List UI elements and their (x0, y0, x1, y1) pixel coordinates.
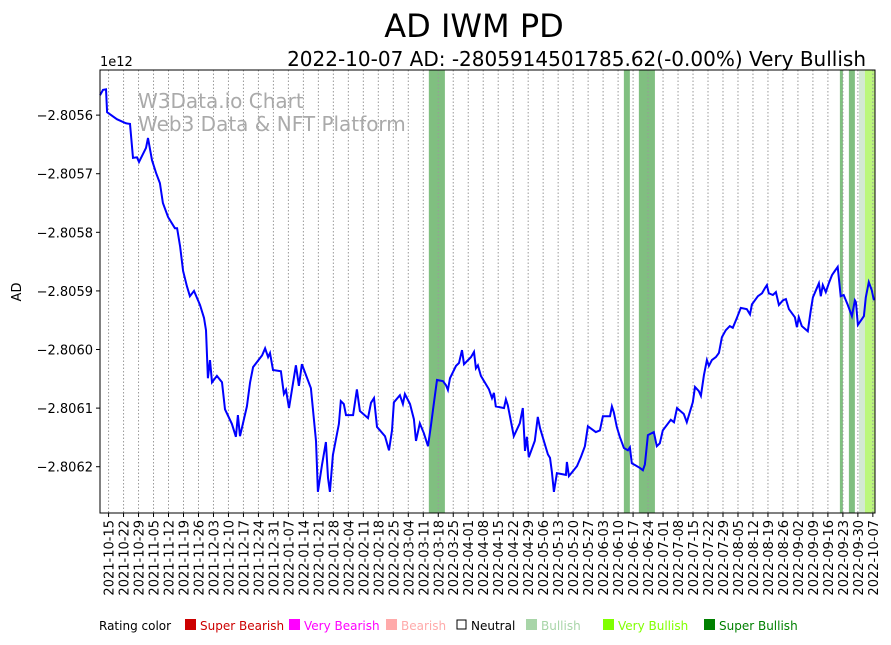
y-tick-label: −2.8060 (37, 344, 93, 359)
legend-label: Neutral (471, 619, 515, 633)
x-tick-label: 2022-01-28 (327, 520, 342, 596)
watermark-line-1: W3Data.io Chart (138, 89, 304, 113)
x-tick-label: 2021-12-17 (237, 520, 252, 596)
x-tick-label: 2022-05-27 (582, 520, 597, 596)
legend-title: Rating color (99, 619, 171, 633)
x-tick-label: 2022-04-29 (522, 520, 537, 596)
x-tick-label: 2022-09-23 (837, 520, 852, 596)
legend-label: Bullish (541, 619, 581, 633)
x-tick-label: 2022-07-22 (702, 520, 717, 596)
x-tick-label: 2022-02-04 (342, 520, 357, 596)
rating-band (839, 70, 843, 513)
x-tick-label: 2022-03-18 (432, 520, 447, 596)
x-tick-label: 2021-11-12 (163, 520, 178, 596)
legend-label: Very Bullish (618, 619, 688, 633)
ad-series-line (99, 88, 875, 493)
x-tick-label: 2022-02-18 (372, 520, 387, 596)
legend-swatch (289, 619, 300, 630)
y-axis-label: AD (10, 283, 25, 302)
x-tick-label: 2022-05-20 (567, 520, 582, 596)
x-tick-label: 2021-10-15 (103, 520, 118, 596)
x-tick-label: 2022-06-17 (627, 520, 642, 596)
legend-swatch (185, 619, 196, 630)
x-tick-label: 2022-09-30 (852, 520, 867, 596)
x-tick-label: 2022-07-15 (687, 520, 702, 596)
x-tick-label: 2022-04-01 (462, 520, 477, 596)
x-tick-label: 2022-08-19 (762, 520, 777, 596)
x-tick-label: 2022-08-12 (747, 520, 762, 596)
rating-band (428, 70, 445, 513)
legend-swatch (704, 619, 715, 630)
x-tick-label: 2022-02-25 (387, 520, 402, 596)
x-tick-label: 2022-04-22 (507, 520, 522, 596)
x-tick-label: 2022-07-08 (672, 520, 687, 596)
x-tick-label: 2022-06-03 (597, 520, 612, 596)
x-tick-label: 2022-07-01 (657, 520, 672, 596)
x-tick-label: 2021-12-31 (267, 520, 282, 596)
x-tick-label: 2022-05-06 (537, 520, 552, 596)
chart-title: AD IWM PD (384, 7, 564, 45)
rating-band (864, 70, 875, 513)
x-tick-label: 2022-03-11 (417, 520, 432, 596)
x-tick-label: 2021-12-03 (207, 520, 222, 596)
y-multiplier-label: 1e12 (100, 55, 133, 70)
x-tick-label: 2021-12-10 (222, 520, 237, 596)
x-tick-label: 2022-04-08 (477, 520, 492, 596)
x-tick-label: 2021-11-19 (177, 520, 192, 596)
legend-swatch (386, 619, 397, 630)
y-tick-label: −2.8058 (37, 226, 93, 241)
x-tick-label: 2022-06-10 (612, 520, 627, 596)
x-tick-label: 2021-10-29 (133, 520, 148, 596)
y-tick-label: −2.8056 (37, 109, 93, 124)
y-tick-label: −2.8061 (37, 402, 93, 417)
x-tick-label: 2022-03-04 (402, 520, 417, 596)
chart-subtitle: 2022-10-07 AD: -2805914501785.62(-0.00%)… (287, 47, 866, 71)
y-tick-label: −2.8059 (37, 285, 93, 300)
legend-label: Super Bearish (200, 619, 284, 633)
x-tick-label: 2022-03-25 (447, 520, 462, 596)
rating-band (848, 70, 855, 513)
y-tick-label: −2.8057 (37, 168, 93, 183)
x-tick-label: 2022-08-26 (777, 520, 792, 596)
x-tick-label: 2021-11-26 (192, 520, 207, 596)
x-tick-label: 2021-12-24 (252, 520, 267, 596)
x-tick-label: 2022-09-09 (807, 520, 822, 596)
x-tick-label: 2022-01-07 (282, 520, 297, 596)
x-tick-label: 2022-05-13 (552, 520, 567, 596)
x-tick-label: 2022-02-11 (357, 520, 372, 596)
x-tick-label: 2022-07-29 (717, 520, 732, 596)
x-tick-label: 2021-11-05 (148, 520, 163, 596)
plot-frame (99, 69, 876, 514)
watermark-line-2: Web3 Data & NFT Platform (138, 112, 406, 136)
x-tick-label: 2022-08-05 (732, 520, 747, 596)
x-tick-label: 2021-10-22 (118, 520, 133, 596)
x-tick-label: 2022-04-15 (492, 520, 507, 596)
legend-label: Super Bullish (719, 619, 798, 633)
legend-swatch (603, 619, 614, 630)
legend-swatch (456, 619, 467, 630)
legend-label: Bearish (401, 619, 446, 633)
legend-label: Very Bearish (304, 619, 380, 633)
x-tick-label: 2022-06-24 (642, 520, 657, 596)
x-tick-label: 2022-01-21 (312, 520, 327, 596)
rating-band (858, 70, 865, 513)
legend-swatch (526, 619, 537, 630)
x-tick-label: 2022-10-07 (867, 520, 882, 596)
x-tick-label: 2022-09-02 (792, 520, 807, 596)
y-tick-label: −2.8062 (37, 461, 93, 476)
x-tick-label: 2022-01-14 (297, 520, 312, 596)
rating-band (623, 70, 630, 513)
rating-band (638, 70, 655, 513)
x-tick-label: 2022-09-16 (822, 520, 837, 596)
